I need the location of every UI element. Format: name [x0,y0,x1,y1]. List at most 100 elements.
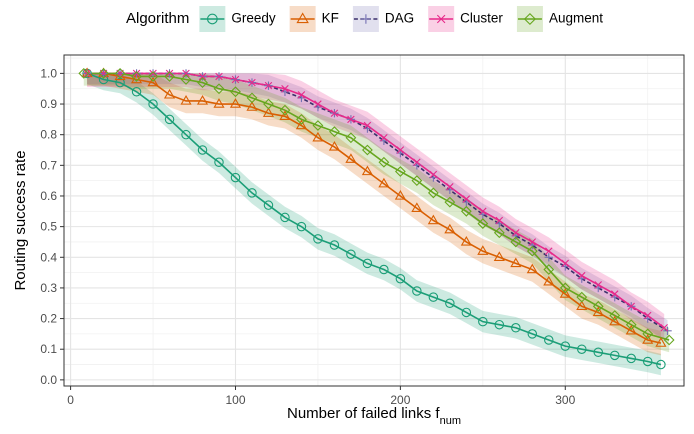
point-greedy [263,200,274,210]
x-axis-label-sub: num [440,415,461,427]
legend-marker-kf [296,12,309,24]
point-kf [378,177,390,188]
point-augment [197,77,208,88]
point-augment [592,300,604,312]
point-cluster [545,247,553,255]
point-augment [663,334,675,346]
y-tick-label: 0.3 [40,281,57,295]
point-kf [163,88,176,99]
y-tick-label: 0.5 [40,220,57,234]
point-cluster [132,69,141,78]
point-kf [196,95,209,105]
x-axis-label-var: f [435,405,440,422]
legend-label-dag: DAG [385,11,414,26]
point-cluster [264,81,273,90]
point-kf [477,245,489,255]
legend-label-augment: Augment [549,11,603,26]
point-cluster [149,69,157,78]
y-tick-label: 0.7 [40,158,57,172]
legend-label-cluster: Cluster [460,11,503,26]
point-cluster [314,100,322,108]
point-cluster [281,84,289,93]
point-greedy [527,329,538,339]
point-greedy [181,129,191,140]
point-kf [559,288,571,298]
point-greedy [626,353,636,364]
point-greedy [544,335,554,345]
point-greedy [296,221,307,232]
minor-grid [64,55,684,386]
point-greedy [577,344,587,354]
point-cluster [528,238,537,246]
x-axis-ticks: 0 100 200 300 [67,386,576,407]
line-dag [87,72,668,332]
y-tick-label: 0.2 [40,312,57,326]
point-cluster [462,195,471,203]
point-augment [543,264,555,275]
point-augment [362,144,373,156]
x-tick-label: 200 [390,393,410,407]
point-cluster [479,207,487,216]
line-greedy [86,72,662,366]
point-augment [230,86,241,98]
point-kf [460,236,472,246]
point-greedy [164,114,175,125]
major-grid [64,55,684,386]
point-greedy [642,356,653,367]
point-kf [147,76,159,87]
x-axis-label-text: Number of failed links [287,405,431,422]
point-augment [147,71,159,82]
band-dag [87,73,668,342]
legend-title: Algorithm [126,10,189,27]
point-greedy [395,273,406,284]
point-kf [312,131,324,142]
point-greedy [247,188,257,198]
legend-marker-greedy [207,13,218,25]
legend-item-dag: DAG [352,6,414,32]
point-augment [312,120,324,131]
point-kf [526,263,538,274]
y-tick-label: 1.0 [40,66,57,80]
point-augment [279,104,291,116]
point-augment [180,74,192,85]
point-kf [246,101,258,111]
x-tick-label: 300 [555,393,575,407]
point-cluster [231,75,240,84]
point-greedy [412,286,422,296]
point-kf [180,95,192,105]
point-augment [213,83,225,95]
point-augment [477,218,489,229]
point-cluster [297,91,306,99]
y-tick-label: 0.8 [40,128,57,142]
point-cluster [182,69,190,78]
plot-panel [64,55,684,386]
point-greedy [428,292,439,302]
legend-item-kf: KF [289,6,339,32]
point-cluster [380,134,388,142]
point-greedy [609,350,620,361]
x-tick-label: 100 [225,393,245,407]
point-augment [114,67,126,79]
point-augment [78,67,90,79]
point-kf [229,98,242,108]
point-cluster [363,121,372,130]
point-augment [378,156,390,168]
point-greedy [346,249,356,259]
point-cluster [660,324,668,332]
y-tick-label: 0.4 [40,250,57,264]
point-cluster [627,302,635,311]
point-greedy [478,316,488,327]
point-augment [296,113,307,125]
point-augment [559,282,571,294]
point-greedy [197,145,208,155]
legend-marker-dag [361,14,371,24]
point-cluster [512,229,520,237]
point-greedy [313,234,323,244]
point-augment [510,236,522,248]
point-kf [655,337,667,347]
point-cluster [413,158,421,167]
point-greedy [230,172,241,183]
point-cluster [347,115,355,124]
point-augment [427,187,439,199]
